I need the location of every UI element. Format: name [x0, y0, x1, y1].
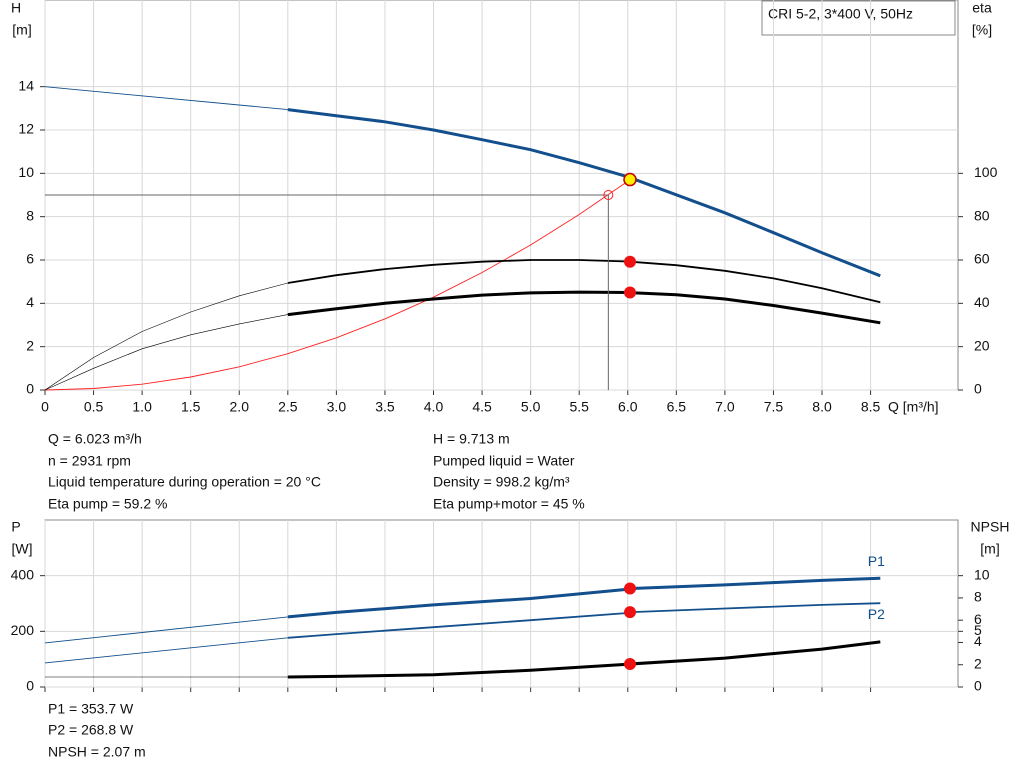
curve — [44, 616, 288, 644]
x-tick-label: 6.5 — [667, 399, 687, 415]
y-axis-unit: [W] — [12, 541, 33, 557]
y2-tick-label: 4 — [974, 633, 982, 649]
y-tick-label: 14 — [18, 77, 34, 93]
y-tick-label: 8 — [26, 207, 34, 223]
x-tick-label: 1.0 — [132, 399, 152, 415]
y2-tick-label: 0 — [974, 381, 982, 397]
info-text: n = 2931 rpm — [48, 453, 131, 469]
y-axis-unit: [m] — [12, 22, 31, 38]
operating-point — [603, 190, 614, 200]
y2-tick-label: 20 — [974, 337, 990, 353]
info-text: H = 9.713 m — [433, 431, 510, 447]
curve-label: P1 — [868, 553, 885, 569]
x-tick-label: 4.0 — [424, 399, 444, 415]
title-box — [761, 0, 956, 36]
operating-point — [623, 172, 637, 187]
y2-tick-label: 80 — [974, 207, 990, 223]
y-tick-label: 2 — [26, 337, 34, 353]
x-tick-label: 0 — [41, 399, 49, 415]
x-tick-label: 5.5 — [569, 399, 589, 415]
curve — [287, 259, 881, 304]
x-tick-label: 7.0 — [715, 399, 735, 415]
y2-tick-label: 6 — [974, 611, 982, 627]
curve — [287, 290, 881, 325]
info-text: P2 = 268.8 W — [48, 722, 134, 738]
y-tick-label: 0 — [26, 381, 34, 397]
y-axis-label: H — [11, 0, 21, 16]
y2-tick-label: 60 — [974, 251, 990, 267]
curve-label: P2 — [868, 606, 885, 622]
y2-tick-label: 5 — [974, 622, 982, 638]
info-text: NPSH = 2.07 m — [48, 744, 146, 760]
y2-axis-unit: [m] — [980, 541, 999, 557]
y2-tick-label: 100 — [974, 164, 998, 180]
info-text: Pumped liquid = Water — [433, 453, 575, 469]
y-tick-label: 12 — [18, 121, 34, 137]
info-text: Liquid temperature during operation = 20… — [48, 474, 321, 490]
x-tick-label: 8.0 — [812, 399, 832, 415]
operating-point — [623, 255, 636, 268]
operating-point — [623, 657, 636, 670]
info-text: Density = 998.2 kg/m³ — [433, 474, 570, 490]
x-tick-label: 5.0 — [521, 399, 541, 415]
y-tick-label: 10 — [18, 164, 34, 180]
x-tick-label: 1.5 — [181, 399, 201, 415]
x-tick-label: 0.5 — [84, 399, 104, 415]
x-tick-label: 2.0 — [230, 399, 250, 415]
y-axis-label: P — [11, 519, 20, 535]
y2-tick-label: 8 — [974, 589, 982, 605]
operating-point — [623, 606, 636, 619]
x-tick-label: 6.0 — [618, 399, 638, 415]
y2-tick-label: 40 — [974, 294, 990, 310]
y2-axis-label: eta — [972, 0, 992, 16]
y-tick-label: 6 — [26, 251, 34, 267]
x-tick-label: 2.5 — [278, 399, 298, 415]
info-text: Eta pump = 59.2 % — [48, 496, 167, 512]
info-text: P1 = 353.7 W — [48, 701, 134, 717]
y-tick-label: 400 — [11, 566, 35, 582]
y2-tick-label: 2 — [974, 655, 982, 671]
curve — [44, 282, 288, 391]
curve — [44, 314, 288, 391]
y2-tick-label: 10 — [974, 566, 990, 582]
x-axis-label: Q [m³/h] — [888, 399, 939, 415]
x-tick-label: 4.5 — [472, 399, 492, 415]
y2-axis-label: NPSH — [971, 519, 1010, 535]
x-tick-label: 7.5 — [764, 399, 784, 415]
y2-axis-unit: [%] — [972, 22, 992, 38]
x-tick-label: 8.5 — [861, 399, 881, 415]
chart-title: CRI 5-2, 3*400 V, 50Hz — [768, 6, 913, 22]
curve — [44, 637, 288, 664]
curve — [44, 86, 288, 111]
curve — [287, 108, 881, 278]
y-tick-label: 0 — [26, 678, 34, 694]
info-text: Eta pump+motor = 45 % — [433, 496, 585, 512]
info-text: Q = 6.023 m³/h — [48, 431, 142, 447]
x-tick-label: 3.0 — [327, 399, 347, 415]
y-tick-label: 200 — [11, 622, 35, 638]
y2-tick-label: 0 — [974, 678, 982, 694]
x-tick-label: 3.5 — [375, 399, 395, 415]
curve — [44, 179, 631, 391]
operating-point — [623, 286, 636, 299]
y-tick-label: 4 — [26, 294, 34, 310]
operating-point — [623, 582, 636, 595]
